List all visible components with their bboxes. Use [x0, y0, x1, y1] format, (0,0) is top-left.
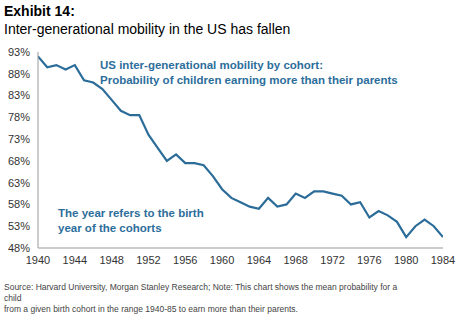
html-text:Source: Harvard University, Mo: Source: Harvard University, Morgan Stanl…: [4, 282, 398, 292]
html-text:year of the cohorts: year of the cohorts: [58, 222, 162, 234]
svg-text:1968: 1968: [283, 254, 307, 266]
svg-text:1944: 1944: [63, 254, 87, 266]
svg-text:78%: 78%: [8, 111, 30, 123]
svg-text:53%: 53%: [8, 220, 30, 232]
svg-text:88%: 88%: [8, 68, 30, 80]
html-text:Inter-generational mobility in: Inter-generational mobility in the US ha…: [4, 21, 291, 37]
html-text:Probability of children earnin: Probability of children earning more tha…: [100, 74, 398, 86]
svg-text:93%: 93%: [8, 46, 30, 58]
svg-text:63%: 63%: [8, 177, 30, 189]
svg-text:1960: 1960: [210, 254, 234, 266]
html-text:child: child: [4, 293, 22, 303]
svg-text:58%: 58%: [8, 198, 30, 210]
svg-text:83%: 83%: [8, 89, 30, 101]
svg-text:1952: 1952: [136, 254, 160, 266]
svg-text:1972: 1972: [320, 254, 344, 266]
svg-text:48%: 48%: [8, 242, 30, 254]
html-text:from a given birth cohort in t: from a given birth cohort in the range 1…: [4, 304, 298, 314]
svg-text:1948: 1948: [99, 254, 123, 266]
svg-text:1964: 1964: [247, 254, 271, 266]
svg-text:68%: 68%: [8, 155, 30, 167]
html-text:The year refers to the birth: The year refers to the birth: [58, 207, 204, 219]
svg-text:1976: 1976: [357, 254, 381, 266]
svg-text:73%: 73%: [8, 133, 30, 145]
svg-text:1956: 1956: [173, 254, 197, 266]
html-text:US inter-generational mobility: US inter-generational mobility by cohort…: [100, 59, 323, 71]
html-text:Exhibit 14:: Exhibit 14:: [4, 3, 75, 19]
svg-text:1980: 1980: [394, 254, 418, 266]
svg-text:1984: 1984: [431, 254, 449, 266]
svg-text:1940: 1940: [26, 254, 50, 266]
